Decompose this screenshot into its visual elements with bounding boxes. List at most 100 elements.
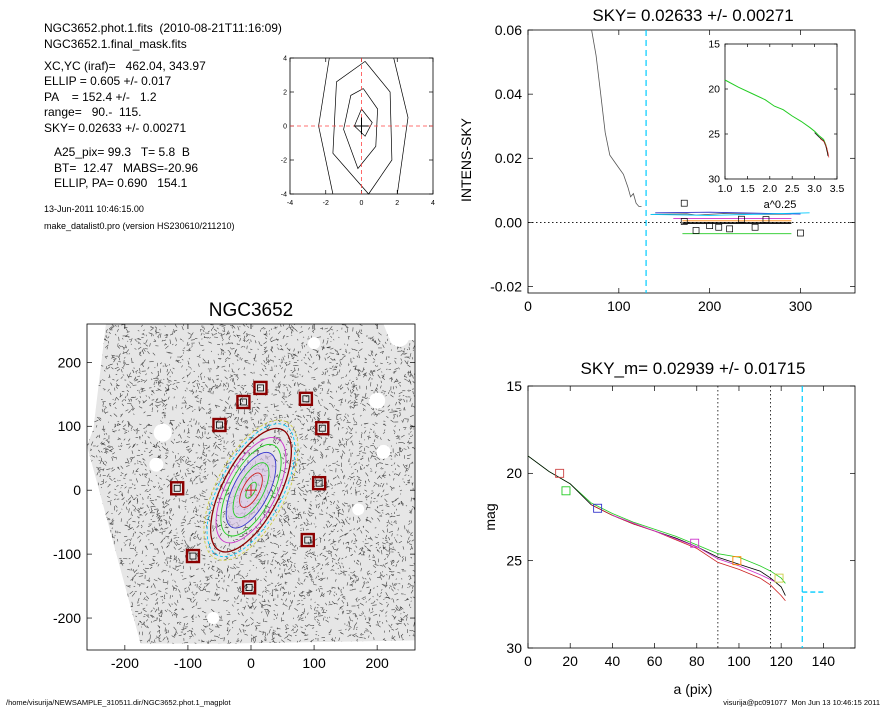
sky-box xyxy=(212,417,227,433)
isophote-ellipse xyxy=(203,419,299,561)
mag-series-line xyxy=(527,455,786,596)
mag-profile-ytick-label: 25 xyxy=(506,553,522,569)
mag-square xyxy=(732,556,742,566)
isophote-ellipse xyxy=(220,443,282,537)
contour-xtick-label: -4 xyxy=(287,200,293,207)
mag-profile-ylabel: mag xyxy=(482,503,498,530)
isophote-ellipse xyxy=(232,462,270,519)
galaxy-overlay xyxy=(169,380,330,595)
mag-series-line xyxy=(591,504,786,602)
mag-series-line xyxy=(527,455,786,584)
sky-square xyxy=(680,218,688,225)
sky-profile-panel: SKY= 0.02633 +/- 0.00271 INTENS-SKY 0 100… xyxy=(458,6,856,314)
contour-ticks: -4 -2 0 2 4 -4 -2 0 2 4 xyxy=(281,55,435,207)
isophote-ellipse xyxy=(239,472,263,508)
sky-square xyxy=(706,222,714,229)
profile-line xyxy=(650,213,792,216)
mag-profile-data xyxy=(527,386,824,648)
mag-square xyxy=(593,503,603,513)
sky-box xyxy=(185,548,201,564)
info-line-program: make_datalist0.pro (version HS230610/211… xyxy=(44,221,235,231)
inset-frame xyxy=(724,43,838,180)
sky-line xyxy=(650,212,810,216)
mag-series-line xyxy=(612,514,775,582)
mag-square xyxy=(555,468,565,478)
sky-profile-ylabel: INTENS-SKY xyxy=(458,117,474,202)
isophote-ellipse xyxy=(209,427,293,553)
inset-xtick-label: 2.5 xyxy=(785,183,800,195)
sky-profile-xtick-label: 200 xyxy=(698,298,722,314)
mag-profile-xtick-label: 40 xyxy=(605,653,621,669)
sky-profile-xtick-label: 300 xyxy=(789,298,813,314)
sky-profile-ytick-label: -0.02 xyxy=(490,278,522,294)
mag-square xyxy=(774,573,784,583)
contour-ytick-label: -2 xyxy=(281,157,287,164)
mag-profile-xtick-label: 100 xyxy=(727,653,751,669)
mag-profile-xlabel: a (pix) xyxy=(674,681,713,697)
mag-profile-ytick-label: 30 xyxy=(506,640,522,656)
mag-profile-xtick-label: 140 xyxy=(812,653,836,669)
galaxy-xtick-label: -200 xyxy=(111,655,139,671)
info-line-mask: NGC3652.1.final_mask.fits xyxy=(44,37,187,51)
sky-box-inner xyxy=(240,398,247,406)
masked-star xyxy=(308,337,321,350)
masked-star xyxy=(369,392,386,409)
sky-profile-ytick-label: 0.06 xyxy=(495,22,522,38)
contour-ytick-label: 2 xyxy=(283,89,287,96)
sky-square xyxy=(680,199,688,207)
info-line-ellip-pa: ELLIP, PA= 0.690 154.1 xyxy=(54,176,188,190)
contour-ytick-label: -4 xyxy=(281,191,287,198)
contour-ytick-label: 0 xyxy=(283,123,287,130)
mag-profile-ticks: 0 20 40 60 80 100 120 140 15 20 25 30 xyxy=(506,378,855,669)
info-line-range: range= 90.- 115. xyxy=(44,105,142,119)
info-line-bt: BT= 12.47 MABS=-20.96 xyxy=(54,161,199,175)
contour-xtick-label: -2 xyxy=(323,200,329,207)
info-line-ellip: ELLIP = 0.605 +/- 0.017 xyxy=(44,74,172,88)
mag-square xyxy=(561,486,571,496)
sky-square xyxy=(797,229,804,237)
sky-box xyxy=(236,394,251,410)
inset-ytick-label: 20 xyxy=(708,84,720,96)
sky-square xyxy=(692,227,700,234)
galaxy-ytick-label: 100 xyxy=(58,418,82,434)
contour-ytick-label: 4 xyxy=(283,55,287,62)
info-line-a25: A25_pix= 99.3 T= 5.8 B xyxy=(54,145,190,159)
contour-line xyxy=(393,57,409,195)
sky-box-inner xyxy=(189,552,197,560)
inset-ytick-label: 25 xyxy=(708,129,720,141)
sky-profile-xtick-label: 100 xyxy=(607,298,631,314)
masked-star xyxy=(207,612,220,625)
sky-box-inner xyxy=(304,536,312,544)
galaxy-xtick-label: 0 xyxy=(247,655,255,671)
mag-profile-ytick-label: 15 xyxy=(506,378,522,394)
mag-square xyxy=(690,538,700,548)
contour-curves xyxy=(290,57,433,195)
contour-line xyxy=(343,88,378,170)
galaxy-xtick-label: -100 xyxy=(174,655,202,671)
info-line-pa: PA = 152.4 +/- 1.2 xyxy=(44,90,157,104)
contour-panel: -4 -2 0 2 4 -4 -2 0 2 4 xyxy=(281,55,435,207)
info-line-sky: SKY= 0.02633 +/- 0.00271 xyxy=(44,121,187,135)
sky-profile-data xyxy=(528,29,855,293)
sky-box-inner xyxy=(216,421,223,429)
sky-box xyxy=(315,420,330,436)
contour-line xyxy=(353,108,373,137)
sky-box-inner xyxy=(245,583,253,591)
sky-box-inner xyxy=(315,479,323,487)
sky-profile-frame xyxy=(527,29,856,294)
sky-box xyxy=(300,532,315,548)
galaxy-panel: NGC3652 -200 -100 0 100 200 -200 -100 0 100 200 xyxy=(53,300,416,671)
inset-xtick-label: 3.0 xyxy=(807,183,822,195)
isophote-ellipse xyxy=(215,437,287,544)
sky-square xyxy=(715,223,723,231)
info-line-fits: NGC3652.phot.1.fits (2010-08-21T11:16:09… xyxy=(44,21,282,35)
galaxy-ytick-label: 0 xyxy=(73,482,81,498)
isophote-ellipse xyxy=(225,451,277,529)
galaxy-xtick-label: 200 xyxy=(365,655,389,671)
sky-profile-xtick-label: 0 xyxy=(524,298,532,314)
mag-profile-xtick-label: 80 xyxy=(689,653,705,669)
mag-profile-xtick-label: 0 xyxy=(524,653,532,669)
galaxy-title: NGC3652 xyxy=(209,300,294,321)
mag-profile-ytick-label: 20 xyxy=(506,465,522,481)
sky-box-inner xyxy=(257,384,264,392)
